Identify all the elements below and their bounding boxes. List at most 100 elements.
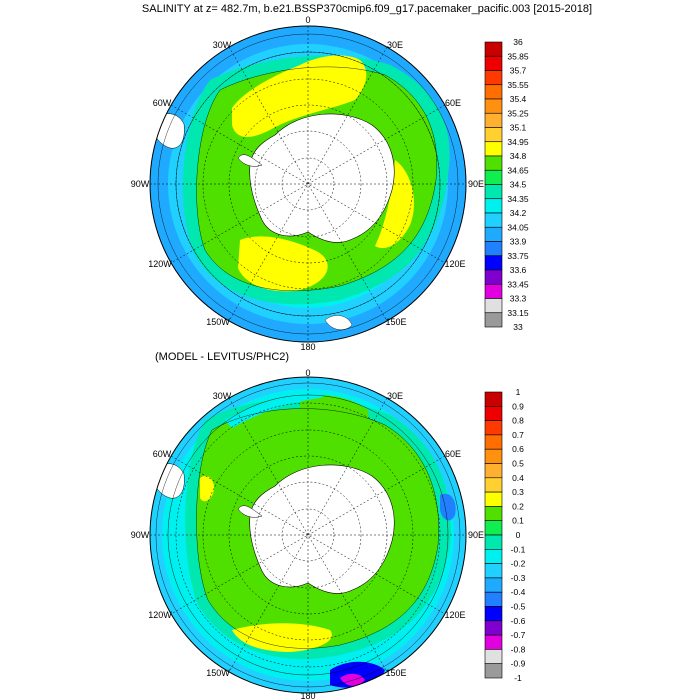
colorbar-swatch — [484, 663, 503, 679]
panel-1-title: SALINITY at z= 482.7m, b.e21.BSSP370cmip… — [142, 3, 592, 15]
colorbar-label: 35.7 — [510, 66, 527, 76]
colorbar-label: -1 — [514, 673, 522, 683]
colorbar-label: 0.5 — [512, 459, 524, 469]
colorbar-swatch — [484, 591, 503, 607]
colorbar-label: 34.2 — [510, 208, 527, 218]
colorbar-swatch — [484, 491, 503, 507]
lon-label: 30W — [213, 391, 232, 401]
colorbar-swatch — [484, 298, 503, 314]
colorbar-swatch — [484, 506, 503, 521]
colorbar-label: 35.4 — [510, 94, 527, 104]
colorbar-swatch — [484, 463, 503, 479]
colorbar-swatch — [484, 198, 503, 214]
panel-1-map-border — [149, 25, 467, 343]
colorbar-label: 34.35 — [507, 194, 529, 204]
lon-label: 0 — [305, 15, 310, 25]
panel-2-map — [150, 377, 466, 693]
lon-label: 60W — [153, 98, 172, 108]
panel-2-colorbar: 1 0.9 0.8 0.7 0.6 0.5 0.4 0.3 0.2 0.1 0 -0.1 -0.2 -0.… — [484, 387, 526, 683]
colorbar-swatch — [484, 577, 503, 593]
colorbar-label: 34.65 — [507, 165, 529, 175]
colorbar-label: 0.4 — [512, 473, 524, 483]
colorbar-label: 33 — [513, 322, 523, 332]
colorbar-swatch — [484, 127, 503, 143]
colorbar-swatch — [484, 269, 503, 285]
lon-label: 150E — [385, 317, 406, 327]
colorbar-swatch — [484, 391, 503, 407]
colorbar-swatch — [484, 84, 503, 100]
colorbar-label: -0.7 — [511, 630, 526, 640]
lon-label: 30E — [387, 40, 403, 50]
colorbar-label: 34.5 — [510, 180, 527, 190]
colorbar-label: 36 — [513, 37, 523, 47]
colorbar-label: 1 — [516, 387, 521, 397]
colorbar-swatch — [484, 520, 503, 536]
colorbar-label: 33.6 — [510, 265, 527, 275]
colorbar-swatch — [484, 434, 503, 450]
lon-label: 60W — [153, 449, 172, 459]
lon-label: 90W — [131, 179, 150, 189]
panel-1-longitude-labels: 0 30E 60E 90E 120E 150E 180 150W 120W 90… — [131, 15, 484, 352]
lon-label: 120W — [148, 259, 172, 269]
colorbar-label: 0.6 — [512, 444, 524, 454]
colorbar-label: 0.7 — [512, 430, 524, 440]
panel-2-map-border — [149, 376, 467, 694]
colorbar-label: 35.25 — [507, 108, 529, 118]
colorbar-label: 0.8 — [512, 416, 524, 426]
lon-label: 150W — [206, 668, 230, 678]
colorbar-swatch — [484, 534, 503, 550]
colorbar-label: 33.15 — [507, 308, 529, 318]
colorbar-label: 0.9 — [512, 401, 524, 411]
colorbar-swatch — [484, 448, 503, 464]
colorbar-swatch — [484, 70, 503, 86]
lon-label: 120W — [148, 610, 172, 620]
colorbar-label: -0.9 — [511, 659, 526, 669]
colorbar-label: 33.9 — [510, 237, 527, 247]
colorbar-swatch — [484, 169, 503, 185]
colorbar-swatch — [484, 405, 503, 421]
lon-label: 60E — [445, 98, 461, 108]
lon-label: 120E — [444, 610, 465, 620]
colorbar-label: -0.2 — [511, 559, 526, 569]
colorbar-swatch — [484, 606, 503, 622]
panel-1-colorbar: 36 35.85 35.7 35.55 35.4 35.25 35.1 34.95 34.8 34… — [484, 37, 529, 332]
colorbar-swatch — [484, 155, 503, 171]
colorbar-swatch — [484, 420, 503, 436]
colorbar-swatch — [484, 312, 503, 328]
colorbar-swatch — [484, 184, 503, 200]
colorbar-label: 35.85 — [507, 51, 529, 61]
colorbar-label: -0.3 — [511, 573, 526, 583]
colorbar-label: 35.55 — [507, 80, 529, 90]
colorbar-swatch — [484, 141, 503, 157]
colorbar-swatch — [484, 477, 503, 493]
colorbar-label: 0.1 — [512, 516, 524, 526]
colorbar-swatch — [484, 548, 503, 564]
lon-label: 120E — [444, 259, 465, 269]
colorbar-label: 0 — [516, 530, 521, 540]
lon-label: 30E — [387, 391, 403, 401]
colorbar-label: 33.45 — [507, 279, 529, 289]
lon-label: 90E — [468, 530, 484, 540]
colorbar-swatch — [484, 634, 503, 650]
colorbar-label: 35.1 — [510, 123, 527, 133]
colorbar-label: 33.75 — [507, 251, 529, 261]
colorbar-label: -0.8 — [511, 644, 526, 654]
lon-label: 150E — [385, 668, 406, 678]
colorbar-swatch — [484, 112, 503, 128]
colorbar-swatch — [484, 55, 503, 71]
colorbar-label: 34.8 — [510, 151, 527, 161]
colorbar-swatch — [484, 620, 503, 636]
panel-2-title: (MODEL - LEVITUS/PHC2) — [155, 351, 289, 363]
lon-label: 180 — [300, 691, 315, 700]
lon-label: 90E — [468, 179, 484, 189]
colorbar-label: 34.95 — [507, 137, 529, 147]
colorbar-label: 34.05 — [507, 222, 529, 232]
colorbar-swatch — [484, 649, 503, 665]
lon-label: 30W — [213, 40, 232, 50]
colorbar-swatch — [484, 283, 503, 299]
colorbar-label: -0.6 — [511, 616, 526, 626]
colorbar-swatch — [484, 41, 503, 57]
panel-2-longitude-labels: 0 30E 60E 90E 120E 150E 180 150W 120W 90… — [131, 368, 484, 700]
lon-label: 150W — [206, 317, 230, 327]
